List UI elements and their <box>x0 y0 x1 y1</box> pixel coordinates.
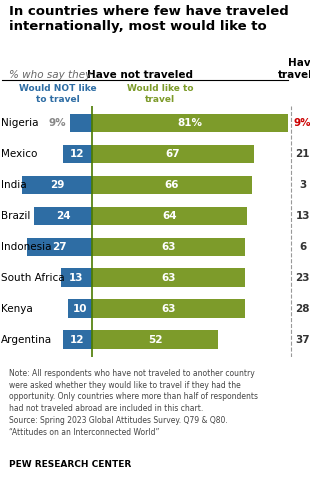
Text: 52: 52 <box>148 335 162 345</box>
Bar <box>92 207 247 225</box>
Bar <box>92 299 245 318</box>
Text: 9%: 9% <box>49 118 67 128</box>
Text: Mexico: Mexico <box>1 149 38 159</box>
Bar <box>92 330 218 349</box>
Text: 66: 66 <box>165 180 179 190</box>
Bar <box>60 268 92 287</box>
Text: India: India <box>1 180 27 190</box>
Bar <box>68 299 92 318</box>
Text: Brazil: Brazil <box>1 211 31 221</box>
Text: 29: 29 <box>50 180 64 190</box>
Text: 12: 12 <box>70 149 85 159</box>
Text: Have not traveled: Have not traveled <box>87 69 193 80</box>
Bar <box>22 175 92 194</box>
Text: 37: 37 <box>295 335 310 345</box>
Text: Indonesia: Indonesia <box>1 242 52 252</box>
Text: 13: 13 <box>69 273 83 283</box>
Text: 24: 24 <box>56 211 70 221</box>
Text: South Africa: South Africa <box>1 273 65 283</box>
Text: 10: 10 <box>73 304 87 314</box>
Bar <box>63 330 92 349</box>
Text: Would like to
travel: Would like to travel <box>126 84 193 104</box>
Bar <box>34 207 92 225</box>
Text: 9%: 9% <box>294 118 310 128</box>
Bar <box>63 145 92 163</box>
Text: % who say they ...: % who say they ... <box>9 70 104 80</box>
Text: 28: 28 <box>295 304 310 314</box>
Text: Kenya: Kenya <box>1 304 33 314</box>
Text: 81%: 81% <box>178 118 203 128</box>
Text: 13: 13 <box>295 211 310 221</box>
Text: 23: 23 <box>295 273 310 283</box>
Text: 12: 12 <box>70 335 85 345</box>
Text: 63: 63 <box>161 273 175 283</box>
Text: 3: 3 <box>299 180 306 190</box>
Text: 67: 67 <box>166 149 180 159</box>
Text: Have
traveled: Have traveled <box>278 58 310 80</box>
Bar <box>92 175 252 194</box>
Text: PEW RESEARCH CENTER: PEW RESEARCH CENTER <box>9 460 131 469</box>
Bar <box>92 238 245 256</box>
Text: 64: 64 <box>162 211 177 221</box>
Text: 63: 63 <box>161 242 175 252</box>
Text: Argentina: Argentina <box>1 335 52 345</box>
Bar <box>92 114 288 133</box>
Bar <box>70 114 92 133</box>
Bar <box>27 238 92 256</box>
Text: 6: 6 <box>299 242 306 252</box>
Text: Nigeria: Nigeria <box>1 118 39 128</box>
Bar <box>92 145 254 163</box>
Text: Would NOT like
to travel: Would NOT like to travel <box>19 84 97 104</box>
Bar <box>92 268 245 287</box>
Text: In countries where few have traveled
internationally, most would like to: In countries where few have traveled int… <box>9 5 289 33</box>
Text: 21: 21 <box>295 149 310 159</box>
Text: 27: 27 <box>52 242 67 252</box>
Text: 63: 63 <box>161 304 175 314</box>
Text: Note: All respondents who have not traveled to another country
were asked whethe: Note: All respondents who have not trave… <box>9 369 258 437</box>
